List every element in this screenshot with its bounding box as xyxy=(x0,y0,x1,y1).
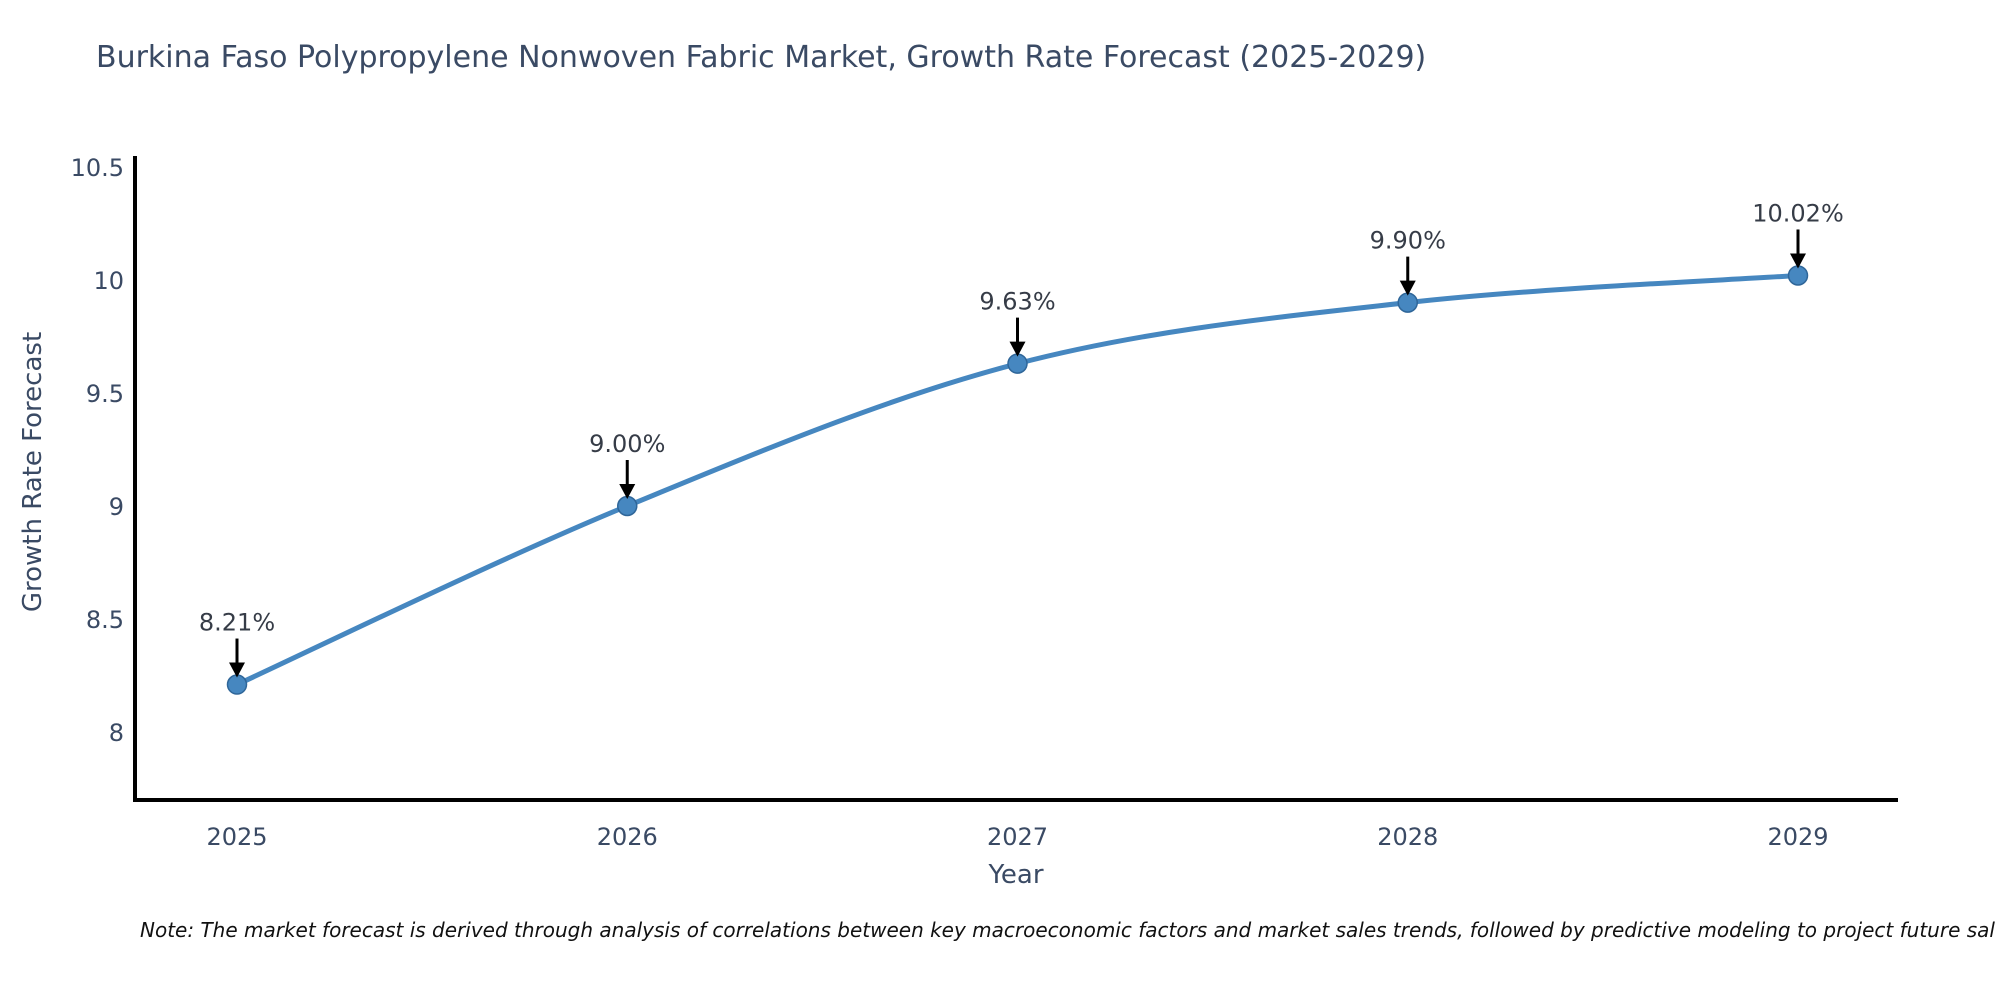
y-tick-label: 10 xyxy=(93,267,124,295)
y-tick-label: 9 xyxy=(109,493,124,521)
data-point xyxy=(1787,265,1809,286)
y-tick-label: 8.5 xyxy=(86,606,124,634)
annotation-arrowhead xyxy=(1009,341,1026,357)
x-tick-label: 2025 xyxy=(206,823,267,851)
annotation-arrowhead xyxy=(229,662,245,678)
point-annotation: 8.21% xyxy=(199,609,275,637)
y-tick-label: 10.5 xyxy=(71,154,124,182)
point-annotation: 9.90% xyxy=(1370,227,1446,255)
x-axis-label: Year xyxy=(988,860,1044,890)
x-tick-label: 2027 xyxy=(987,823,1048,851)
point-annotation: 9.63% xyxy=(979,288,1055,316)
footnote: Note: The market forecast is derived thr… xyxy=(140,918,1995,942)
x-tick-label: 2026 xyxy=(597,823,658,851)
x-tick-label: 2029 xyxy=(1767,823,1828,851)
annotation-arrowhead xyxy=(619,484,636,499)
annotation-arrowhead xyxy=(1790,253,1806,269)
point-annotation: 9.00% xyxy=(589,430,665,458)
y-tick-label: 8 xyxy=(109,719,124,747)
data-point xyxy=(1397,292,1418,313)
data-point xyxy=(617,495,638,517)
y-tick-label: 9.5 xyxy=(86,380,124,408)
annotation-arrowhead xyxy=(1399,280,1416,296)
chart-title: Burkina Faso Polypropylene Nonwoven Fabr… xyxy=(96,40,1427,75)
point-annotation: 10.02% xyxy=(1752,199,1844,227)
data-point xyxy=(226,674,248,695)
data-point xyxy=(1007,353,1028,374)
x-tick-label: 2028 xyxy=(1377,823,1438,851)
